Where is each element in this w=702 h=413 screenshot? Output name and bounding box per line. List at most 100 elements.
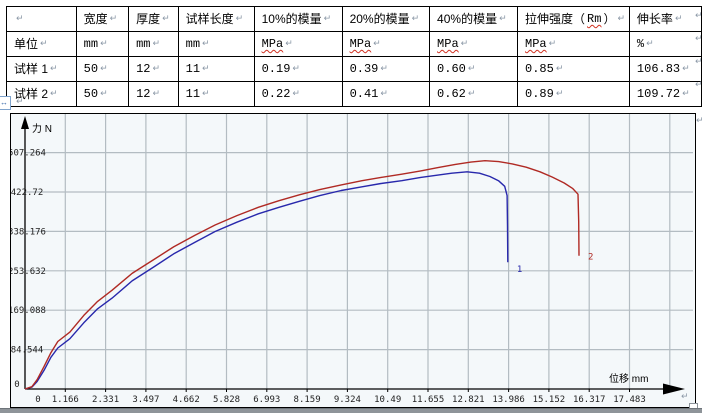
x-tick-label: 13.986: [492, 395, 525, 405]
header-cell-2-text: 厚度: [136, 12, 161, 26]
cell-r0-c2[interactable]: mm ↵: [177, 31, 255, 57]
cell-end-mark: ↵: [100, 38, 108, 49]
cell-r1-c5-text: 0.60: [437, 62, 466, 76]
cell-r1-c0[interactable]: 50 ↵: [75, 56, 130, 82]
header-cell-6[interactable]: 40%的模量 ↵: [429, 6, 519, 32]
x-tick-label: 3.497: [132, 395, 159, 405]
cell-end-mark: ↵: [202, 63, 210, 74]
x-tick-label: 1.166: [52, 395, 79, 405]
cell-r1-c2[interactable]: 11 ↵: [177, 56, 255, 82]
cell-end-mark: ↵: [674, 13, 683, 24]
cell-r1-c3-text: 0.19: [261, 62, 291, 76]
paragraph-mark: ↵: [696, 115, 702, 125]
cell-r0-c6-text: MPa: [525, 37, 547, 51]
x-tick-label: 10.49: [374, 395, 401, 405]
cell-end-mark: ↵: [100, 88, 108, 99]
cell-r2-c5-text: 0.62: [437, 87, 466, 101]
x-tick-label: 15.152: [533, 395, 566, 405]
cell-end-mark: ↵: [235, 13, 244, 24]
y-tick-label: 84.544: [11, 346, 43, 356]
cell-end-mark: ↵: [292, 63, 300, 74]
cell-r1-c1[interactable]: 12 ↵: [128, 56, 179, 82]
cell-end-mark: ↵: [467, 63, 476, 74]
cell-r1-c1-text: 12: [136, 62, 151, 76]
header-cell-7-suffix: ）: [603, 12, 616, 26]
cell-r1-c7[interactable]: 106.83 ↵: [628, 56, 702, 82]
cell-r2-c2[interactable]: 11 ↵: [177, 81, 255, 107]
chart-object[interactable]: 1.166 2.331 3.497 4.662 5.828 6.993 8.159 9.324…: [10, 113, 696, 408]
cell-r0-c3[interactable]: MPa ↵: [253, 31, 343, 57]
cell-r0-c4[interactable]: MPa ↵: [341, 31, 431, 57]
header-cell-3[interactable]: 试样长度 ↵: [177, 6, 255, 32]
header-cell-7-misspelled: Rm: [587, 12, 602, 26]
curve-specimen-2: [24, 160, 580, 390]
row-label-2-text: 试样 2: [14, 87, 49, 101]
cell-r1-c4[interactable]: 0.39 ↵: [341, 56, 431, 82]
x-tick-label: 11.655: [412, 395, 445, 405]
cell-end-mark: ↵: [682, 63, 690, 74]
cell-end-mark: ↵: [16, 13, 24, 24]
y-tick-label: 169.088: [11, 306, 46, 316]
paragraph-mark: ↵: [695, 10, 702, 20]
cell-r2-c4[interactable]: 0.41 ↵: [341, 81, 431, 107]
cell-r2-c7[interactable]: 109.72 ↵: [628, 81, 702, 107]
cell-r0-c1[interactable]: mm ↵: [128, 31, 179, 57]
row-label-0-text: 单位: [14, 37, 39, 51]
row-label-0[interactable]: 单位 ↵: [6, 31, 77, 57]
x-axis-arrow-icon: [663, 383, 685, 395]
cell-r2-c4-text: 0.41: [349, 87, 379, 101]
cell-r2-c7-text: 109.72: [636, 87, 681, 101]
header-cell-2[interactable]: 厚度 ↵: [128, 6, 179, 32]
cell-end-mark: ↵: [682, 88, 690, 99]
cell-r1-c6-text: 0.85: [525, 62, 554, 76]
row-label-1[interactable]: 试样 1 ↵: [6, 56, 77, 82]
cell-r0-c0[interactable]: mm ↵: [75, 31, 130, 57]
cell-r2-c1[interactable]: 12 ↵: [128, 81, 179, 107]
y-origin-label: 0: [14, 380, 19, 390]
cell-r1-c6[interactable]: 0.85 ↵: [517, 56, 630, 82]
cell-end-mark: ↵: [380, 88, 388, 99]
cell-r0-c7[interactable]: % ↵: [628, 31, 702, 57]
header-cell-1-text: 宽度: [83, 12, 108, 26]
cell-end-mark: ↵: [617, 13, 625, 24]
cell-r2-c1-text: 12: [136, 87, 151, 101]
cell-r0-c4-text: MPa: [349, 37, 372, 51]
cell-r2-c6[interactable]: 0.89 ↵: [517, 81, 630, 107]
header-cell-1[interactable]: 宽度 ↵: [75, 6, 130, 32]
cell-end-mark: ↵: [292, 88, 300, 99]
cell-end-mark: ↵: [380, 63, 388, 74]
header-cell-4[interactable]: 10%的模量 ↵: [253, 6, 343, 32]
cell-end-mark: ↵: [548, 38, 557, 49]
cell-r2-c5[interactable]: 0.62 ↵: [429, 81, 519, 107]
cell-r0-c5[interactable]: MPa ↵: [429, 31, 519, 57]
header-cell-8[interactable]: 伸长率 ↵: [628, 6, 702, 32]
x-tick-label: 17.483: [613, 395, 646, 405]
cell-r1-c3[interactable]: 0.19 ↵: [253, 56, 343, 82]
x-tick-label: 2.331: [92, 395, 119, 405]
paragraph-mark: ↵: [16, 96, 24, 106]
x-tick-label: 8.159: [294, 395, 321, 405]
row-label-2[interactable]: 试样 2 ↵: [6, 81, 77, 107]
cell-r0-c3-text: MPa: [261, 37, 284, 51]
header-cell-8-text: 伸长率: [636, 12, 673, 26]
cell-r2-c0[interactable]: 50 ↵: [75, 81, 130, 107]
curve-label-1: 1: [517, 265, 522, 275]
row-label-1-text: 试样 1: [14, 62, 49, 76]
cell-r0-c5-text: MPa: [437, 37, 459, 51]
header-cell-4-text: 10%的模量: [261, 12, 322, 26]
cell-r0-c6[interactable]: MPa ↵: [517, 31, 630, 57]
header-cell-7-text: 拉伸强度（: [525, 12, 586, 26]
table-header-row: ↵ 宽度 ↵ 厚度 ↵ 试样长度 ↵ 10%的模量 ↵ 20%的模量 ↵ 40%的模量 ↵ 拉伸强度（ Rm…: [6, 6, 702, 32]
cell-r2-c3[interactable]: 0.22 ↵: [253, 81, 343, 107]
cell-r1-c5[interactable]: 0.60 ↵: [429, 56, 519, 82]
object-anchor-icon[interactable]: ↔: [0, 96, 11, 110]
cell-r1-c4-text: 0.39: [349, 62, 379, 76]
cell-end-mark: ↵: [202, 88, 210, 99]
header-cell-0[interactable]: ↵: [6, 6, 77, 32]
cell-end-mark: ↵: [411, 13, 420, 24]
cell-end-mark: ↵: [152, 38, 161, 49]
header-cell-7[interactable]: 拉伸强度（ Rm） ↵: [517, 6, 630, 32]
header-cell-5[interactable]: 20%的模量 ↵: [341, 6, 431, 32]
cell-r2-c6-text: 0.89: [525, 87, 554, 101]
y-tick-label: 338.176: [11, 227, 46, 237]
